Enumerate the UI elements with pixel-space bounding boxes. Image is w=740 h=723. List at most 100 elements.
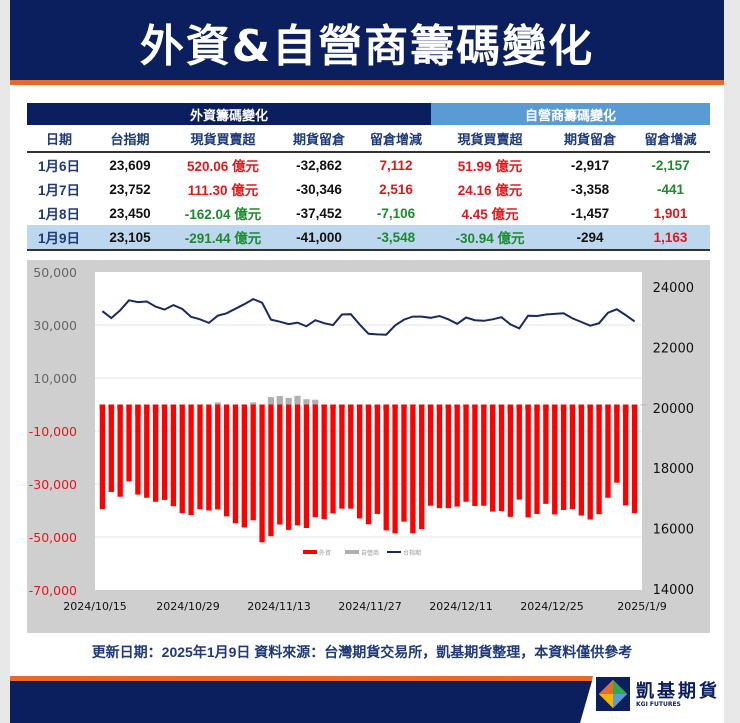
bar-foreign xyxy=(587,404,593,520)
col-foreign-oi-change: 留倉增減 xyxy=(361,125,431,153)
legend-swatch-foreign xyxy=(303,550,317,554)
bar-foreign xyxy=(339,404,345,509)
bar-foreign xyxy=(277,404,283,525)
brand-name: 凱基期貨 xyxy=(636,681,720,702)
col-dealer-oi-change: 留倉增減 xyxy=(631,125,710,153)
x-tick: 2025/1/9 xyxy=(617,600,666,613)
kgi-logo-icon xyxy=(596,677,630,711)
bar-foreign xyxy=(410,404,416,534)
bar-foreign xyxy=(383,404,389,531)
bar-foreign xyxy=(605,404,611,498)
bar-foreign xyxy=(215,404,221,510)
cell-dealer-spot: 4.45 億元 xyxy=(461,207,519,222)
cell-foreign-spot: 111.30 億元 xyxy=(187,183,259,198)
y-left-tick: -50,000 xyxy=(29,530,77,545)
bar-foreign xyxy=(516,404,522,500)
bar-foreign xyxy=(330,404,336,514)
kgi-logo: 凱基期貨 KGI FUTURES xyxy=(596,675,721,715)
cell-dealer-oi-change: 1,901 xyxy=(653,205,688,221)
cell-foreign-oi-change: 2,516 xyxy=(379,181,413,197)
cell-dealer-spot: -30.94 億元 xyxy=(431,225,549,251)
bar-foreign xyxy=(534,404,540,514)
col-foreign-oi: 期貨留倉 xyxy=(277,125,361,153)
bar-foreign xyxy=(170,404,177,507)
col-dealer-oi: 期貨留倉 xyxy=(549,125,631,153)
cell-dealer-oi: -294 xyxy=(549,225,631,251)
cell-foreign-oi: -30,346 xyxy=(296,181,342,197)
bar-dealer xyxy=(303,399,310,405)
y-left-tick: 10,000 xyxy=(33,371,77,386)
legend-swatch-index xyxy=(387,551,401,553)
bar-foreign xyxy=(152,404,159,502)
bar-foreign xyxy=(445,404,451,509)
x-tick: 2024/11/27 xyxy=(338,600,401,613)
bar-dealer xyxy=(214,402,221,405)
bar-dealer xyxy=(267,397,275,405)
bar-foreign xyxy=(454,404,460,507)
bar-foreign xyxy=(286,404,292,530)
legend-label-foreign: 外資 xyxy=(319,549,331,557)
bar-foreign xyxy=(179,404,185,514)
bar-foreign xyxy=(490,404,496,512)
cell-date: 1月8日 xyxy=(37,207,81,222)
bar-foreign xyxy=(427,404,434,506)
bar-foreign xyxy=(321,404,327,520)
col-dealer-spot: 現貨買賣超 xyxy=(431,125,549,153)
cell-date: 1月9日 xyxy=(27,225,91,251)
page-title: 外資&自營商籌碼變化 xyxy=(139,21,595,72)
cell-taiex-futures: 23,609 xyxy=(109,157,151,173)
footer-banner xyxy=(10,676,593,723)
bar-foreign xyxy=(348,404,354,509)
table-row: 1月6日 23,609 520.06 億元 -32,862 7,112 51.9… xyxy=(27,152,710,177)
bar-foreign xyxy=(365,404,372,525)
group-header-foreign: 外資籌碼變化 xyxy=(27,103,431,125)
legend-swatch-dealer xyxy=(345,550,359,554)
bar-foreign xyxy=(463,404,469,502)
cell-date: 1月7日 xyxy=(37,183,81,198)
cell-foreign-spot: -162.04 億元 xyxy=(184,207,262,222)
bar-foreign xyxy=(99,404,106,510)
bar-foreign xyxy=(436,404,443,509)
bar-foreign xyxy=(614,404,620,483)
y-left-tick: 50,000 xyxy=(33,265,77,280)
bar-foreign xyxy=(241,404,247,528)
bar-foreign xyxy=(117,404,123,497)
cell-foreign-oi: -32,862 xyxy=(296,157,342,173)
bar-foreign xyxy=(569,404,576,510)
source-note: 更新日期：2025年1月9日 資料來源：台灣期貨交易所，凱基期貨整理，本資料僅供… xyxy=(91,644,633,660)
x-tick: 2024/12/25 xyxy=(520,600,583,613)
table-row-highlighted: 1月9日 23,105 -291.44 億元 -41,000 -3,548 -3… xyxy=(27,225,710,251)
bar-foreign xyxy=(268,404,274,537)
chart-canvas: 50,000 30,000 10,000 -10,000 -30,000 -50,000 -… xyxy=(29,265,694,613)
cell-dealer-spot: 51.99 億元 xyxy=(457,159,523,174)
bar-foreign xyxy=(232,404,239,524)
bar-foreign xyxy=(312,404,318,518)
x-tick: 2024/12/11 xyxy=(429,600,492,613)
cell-foreign-spot: -291.44 億元 xyxy=(169,225,277,251)
y-right-tick: 16000 xyxy=(653,523,694,538)
legend-label-dealer: 自營商 xyxy=(361,549,379,557)
cell-foreign-oi: -41,000 xyxy=(277,225,361,251)
bar-foreign xyxy=(126,404,132,482)
bar-foreign xyxy=(498,404,505,512)
bar-foreign xyxy=(578,404,585,516)
x-tick: 2024/10/29 xyxy=(156,600,219,613)
bar-dealer xyxy=(312,399,319,405)
combo-chart: 50,000 30,000 10,000 -10,000 -30,000 -50,000 -… xyxy=(27,260,710,633)
bar-foreign xyxy=(552,404,558,515)
bar-dealer xyxy=(285,397,292,405)
y-left-tick: -30,000 xyxy=(29,477,77,492)
cell-taiex-futures: 23,450 xyxy=(109,205,151,221)
y-left-tick: 30,000 xyxy=(33,318,77,333)
x-tick: 2024/10/15 xyxy=(63,600,126,613)
legend-label-index: 台指期 xyxy=(403,549,421,557)
bar-foreign xyxy=(401,404,407,522)
bar-foreign xyxy=(419,404,425,530)
bar-foreign xyxy=(161,404,168,500)
cell-dealer-oi: -2,917 xyxy=(570,157,610,173)
bar-foreign xyxy=(303,404,310,528)
bar-foreign xyxy=(206,404,212,511)
cell-foreign-oi-change: -3,548 xyxy=(361,225,431,251)
brand-name-en: KGI FUTURES xyxy=(636,701,681,708)
bar-foreign xyxy=(144,404,150,498)
